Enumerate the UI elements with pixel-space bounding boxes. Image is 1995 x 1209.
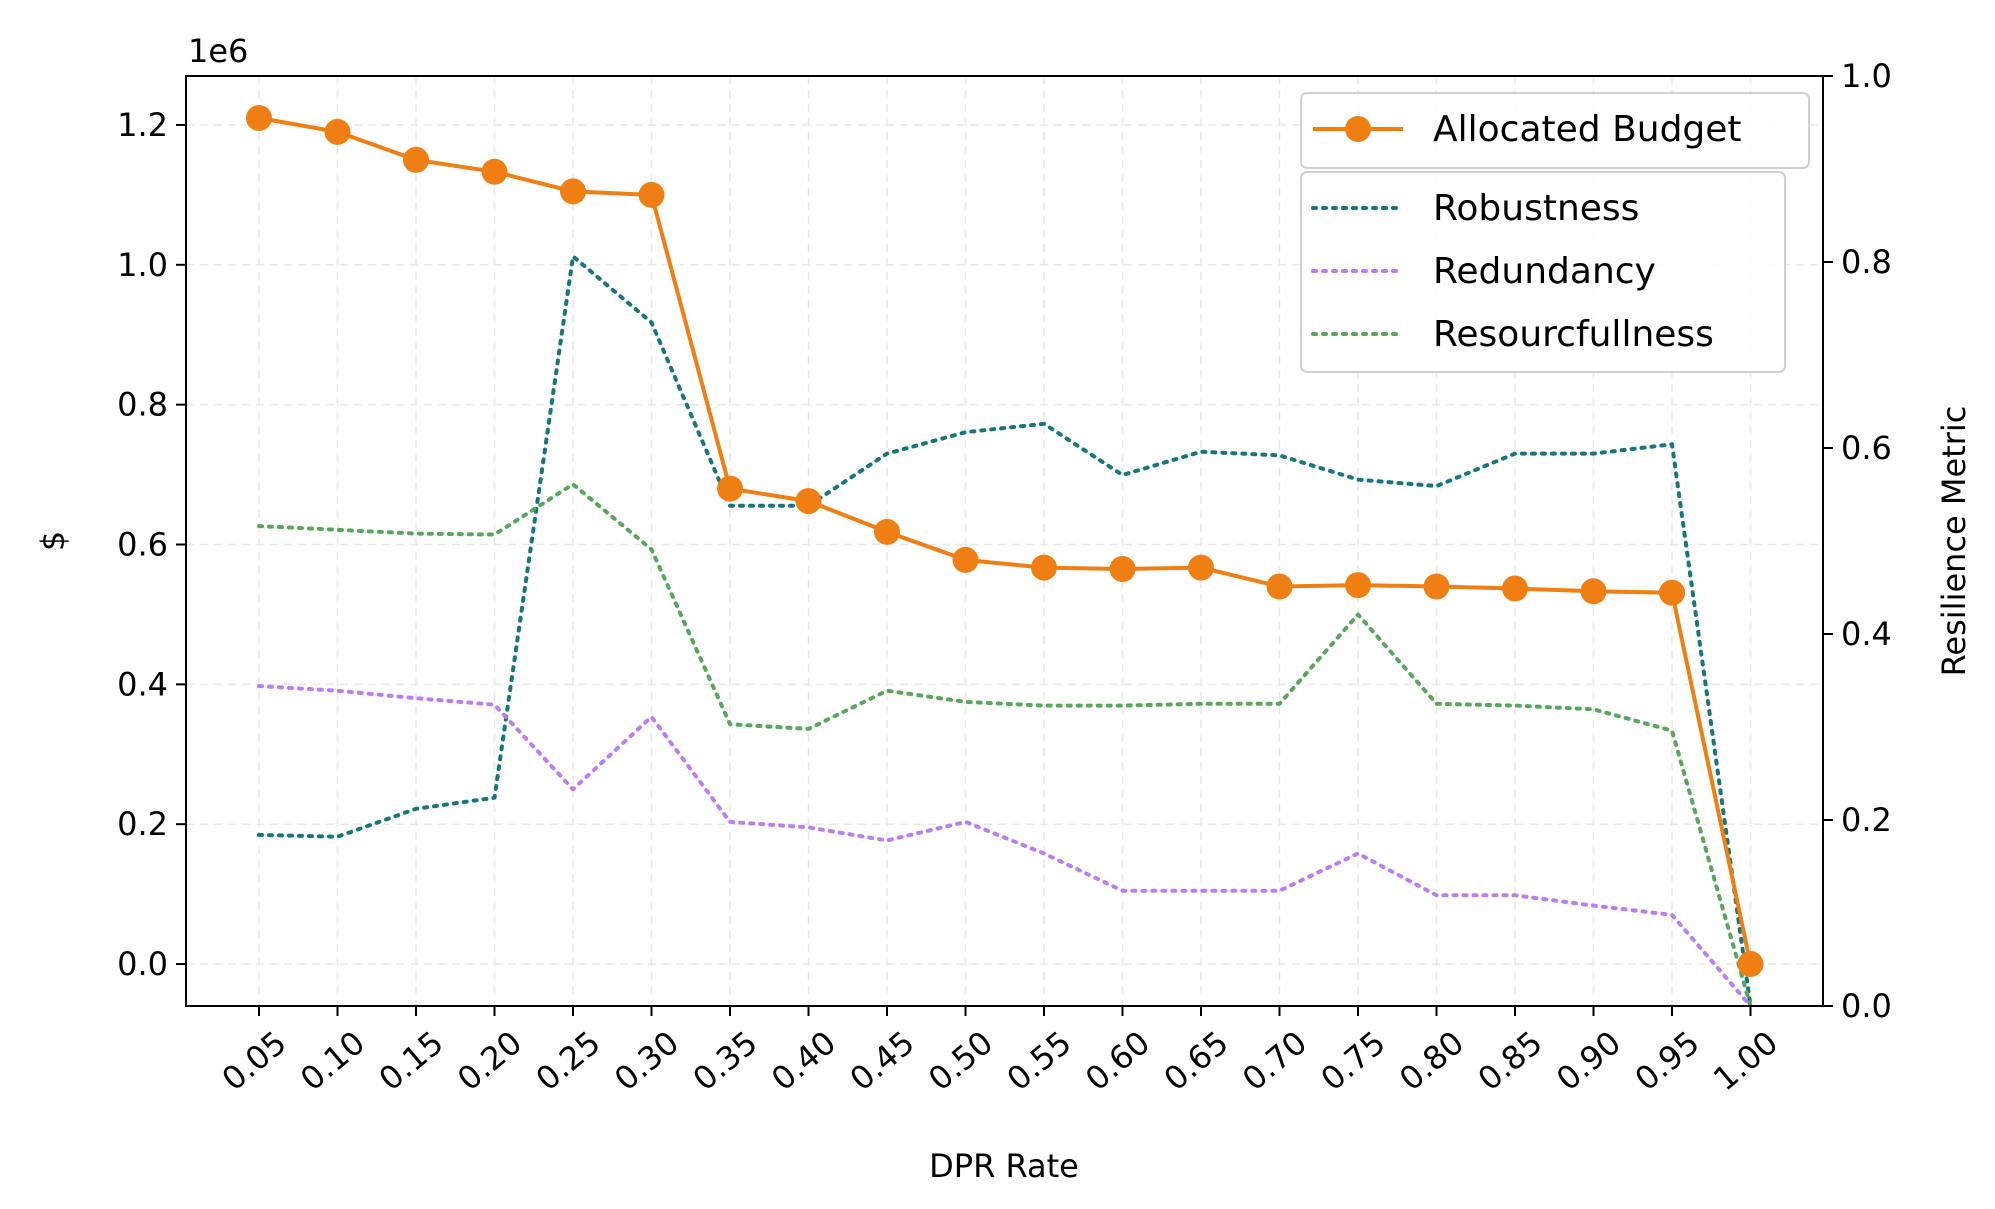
left-y-tick-label: 0.6 [117, 525, 168, 563]
right-y-tick-label: 0.2 [1841, 801, 1892, 839]
left-axis-label: $ [34, 531, 72, 551]
data-point-allocated-budget [795, 488, 822, 515]
x-axis-label: DPR Rate [929, 1147, 1079, 1185]
plot-frame [185, 75, 1824, 1007]
right-y-tick-label: 0.0 [1841, 987, 1892, 1025]
x-tick-label: 0.85 [1471, 1023, 1550, 1098]
left-y-tick-label: 0.4 [117, 665, 168, 703]
x-tick-label: 0.35 [686, 1023, 765, 1098]
x-tick-label: 0.95 [1628, 1023, 1707, 1098]
x-tick-label: 0.05 [215, 1023, 294, 1098]
x-axis-ticks: 0.05 0.10 0.15 0.20 0.25 0.30 0.35 0.40 0.45 0.50… [215, 1006, 1785, 1098]
series-layer [246, 105, 1764, 1008]
data-point-allocated-budget [1345, 572, 1371, 599]
x-tick-label: 0.30 [607, 1023, 686, 1098]
series-line-allocated-budget [258, 116, 1753, 965]
data-point-allocated-budget [246, 105, 272, 131]
x-tick-label: 0.15 [372, 1023, 451, 1098]
right-axis-ticks: 0.0 0.2 0.4 0.6 0.8 1.0 [1823, 57, 1892, 1025]
data-point-allocated-budget [1737, 951, 1764, 977]
legend-primary-frame [1300, 92, 1810, 169]
right-y-tick-label: 1.0 [1841, 57, 1892, 95]
legend-marker-allocated-budget [1345, 116, 1371, 142]
data-point-allocated-budget [1659, 579, 1685, 606]
data-point-allocated-budget [952, 546, 979, 573]
data-point-allocated-budget [481, 158, 508, 185]
left-axis-ticks: 0.0 0.2 0.4 0.6 0.8 1.0 1.2 [117, 106, 186, 983]
left-y-tick-label: 0.8 [117, 386, 168, 424]
left-y-tick-label: 0.2 [117, 805, 168, 843]
legend-secondary: Robustness Redundancy Resourcfullness [1300, 171, 1786, 373]
data-point-allocated-budget [717, 475, 743, 502]
data-point-allocated-budget [1109, 556, 1136, 582]
data-point-allocated-budget [1266, 573, 1293, 600]
legend-label-resourcfullness: Resourcfullness [1433, 314, 1714, 355]
left-y-tick-label: 1.2 [117, 106, 168, 144]
legend-label-allocated-budget: Allocated Budget [1433, 109, 1742, 150]
x-tick-label: 0.90 [1549, 1023, 1628, 1098]
x-tick-label: 0.80 [1392, 1023, 1471, 1098]
data-point-allocated-budget [403, 146, 429, 173]
series-line-robustness [257, 254, 1753, 1008]
data-point-allocated-budget [560, 178, 586, 205]
x-tick-label: 0.45 [843, 1023, 922, 1098]
right-axis-label: Resilience Metric [1935, 406, 1973, 677]
x-tick-label: 0.40 [764, 1023, 843, 1098]
x-tick-label: 1.00 [1706, 1023, 1785, 1098]
x-tick-label: 0.75 [1314, 1023, 1393, 1098]
right-y-tick-label: 0.4 [1841, 615, 1892, 653]
left-y-tick-label: 0.0 [117, 945, 168, 983]
x-tick-label: 0.60 [1078, 1023, 1157, 1098]
x-tick-label: 0.70 [1235, 1023, 1314, 1098]
axes [185, 75, 1824, 1007]
legend-label-redundancy: Redundancy [1433, 251, 1656, 292]
series-line-redundancy [257, 684, 1753, 1008]
data-point-allocated-budget [324, 118, 351, 145]
legend-primary: Allocated Budget [1300, 92, 1810, 169]
data-point-allocated-budget [1031, 554, 1057, 581]
grid [186, 76, 1823, 1006]
right-y-tick-label: 0.6 [1841, 429, 1892, 467]
x-tick-label: 0.20 [450, 1023, 529, 1098]
series-line-resourcfullness [257, 482, 1753, 1008]
x-tick-label: 0.25 [529, 1023, 608, 1098]
x-tick-label: 0.65 [1157, 1023, 1236, 1098]
data-point-allocated-budget [1580, 578, 1607, 605]
data-point-allocated-budget [1188, 554, 1214, 581]
data-point-allocated-budget [1502, 575, 1528, 602]
legend-label-robustness: Robustness [1433, 188, 1639, 229]
right-y-tick-label: 0.8 [1841, 243, 1892, 281]
data-point-allocated-budget [638, 181, 665, 208]
x-tick-label: 0.50 [921, 1023, 1000, 1098]
data-point-allocated-budget [874, 518, 900, 545]
left-y-tick-label: 1.0 [117, 246, 168, 284]
data-point-allocated-budget [1423, 573, 1450, 600]
x-tick-label: 0.10 [293, 1023, 372, 1098]
x-tick-label: 0.55 [1000, 1023, 1079, 1098]
left-axis-offset-label: 1e6 [188, 32, 248, 70]
legend-secondary-frame [1300, 171, 1786, 373]
